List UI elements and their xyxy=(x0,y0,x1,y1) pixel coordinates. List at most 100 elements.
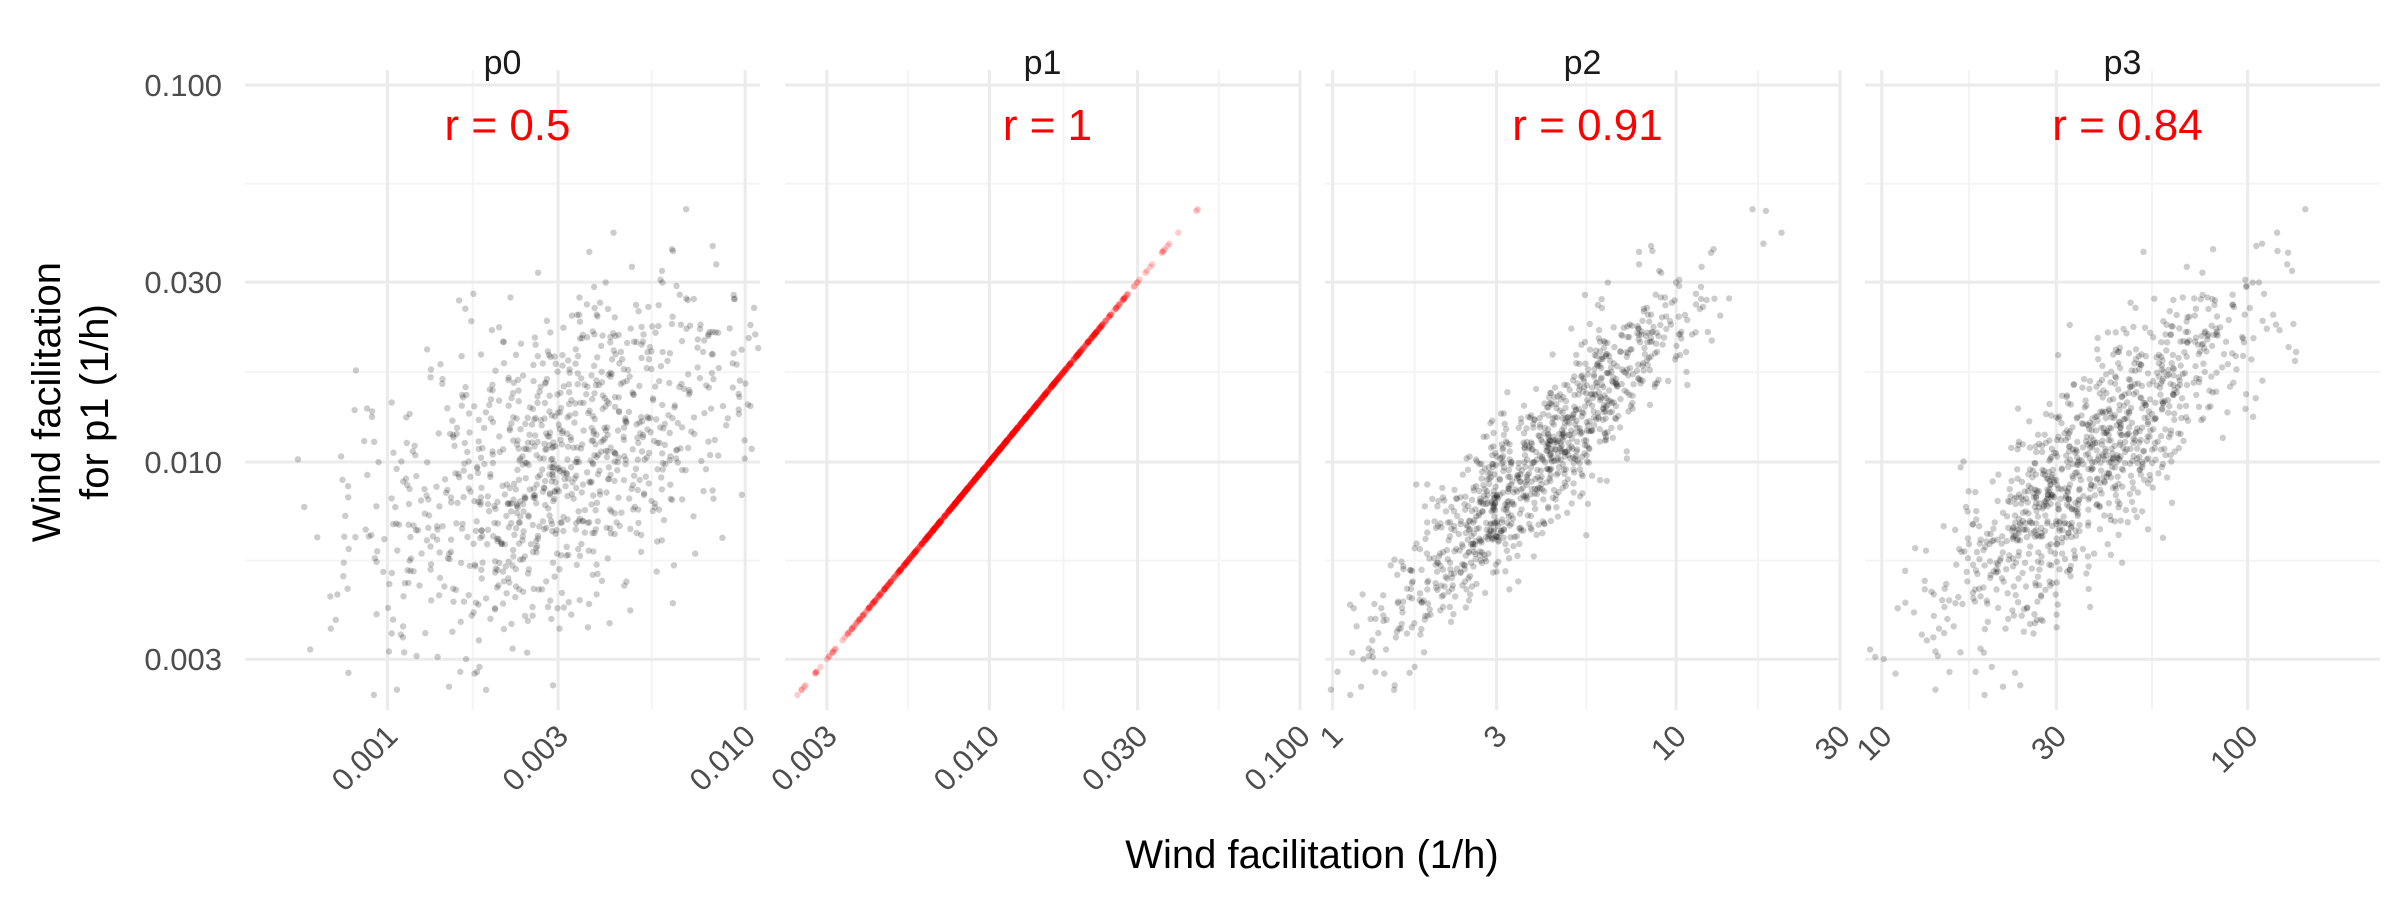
data-point xyxy=(1572,453,1580,460)
data-point xyxy=(547,353,554,360)
data-point xyxy=(371,438,378,445)
data-point xyxy=(529,603,536,611)
data-point xyxy=(2195,350,2203,358)
data-point xyxy=(530,491,538,499)
data-point xyxy=(540,484,547,491)
data-point xyxy=(651,500,659,507)
data-point xyxy=(998,444,1005,451)
data-point xyxy=(1568,325,1575,332)
data-point xyxy=(2006,552,2013,559)
data-point xyxy=(971,476,979,483)
data-point xyxy=(1584,458,1591,465)
data-point xyxy=(1590,408,1597,415)
data-point xyxy=(1093,328,1100,335)
data-point xyxy=(548,478,555,485)
data-point xyxy=(1002,438,1010,446)
data-point xyxy=(1027,409,1034,416)
data-point xyxy=(918,540,925,548)
data-point xyxy=(1409,578,1416,585)
data-point xyxy=(1403,630,1411,637)
data-point xyxy=(672,447,680,454)
data-point xyxy=(368,532,375,539)
data-point xyxy=(1644,311,1652,318)
data-point xyxy=(594,313,601,320)
data-point xyxy=(1041,391,1049,398)
data-point xyxy=(556,625,563,632)
data-point xyxy=(1062,365,1070,373)
data-point xyxy=(1444,519,1452,526)
data-point xyxy=(465,458,472,465)
data-point xyxy=(1490,494,1498,502)
data-point xyxy=(994,448,1002,455)
data-point xyxy=(2097,467,2105,474)
data-point xyxy=(1447,618,1455,625)
data-point xyxy=(1008,432,1015,439)
data-point xyxy=(2195,403,2203,410)
data-point xyxy=(1093,328,1101,335)
data-point xyxy=(1032,402,1040,409)
data-point xyxy=(2012,500,2019,508)
data-point xyxy=(534,473,542,481)
data-point xyxy=(2167,331,2174,338)
data-point xyxy=(579,481,587,488)
data-point xyxy=(1591,351,1599,359)
data-point xyxy=(2030,630,2037,637)
data-point xyxy=(1051,379,1059,386)
data-point xyxy=(881,586,888,593)
data-point xyxy=(1041,392,1048,399)
data-point xyxy=(477,499,484,506)
data-point xyxy=(1451,486,1458,494)
data-point xyxy=(633,421,640,428)
data-point xyxy=(1075,350,1083,357)
data-point xyxy=(890,575,897,582)
data-point xyxy=(416,582,423,589)
data-point xyxy=(523,459,530,467)
data-point xyxy=(669,313,676,320)
data-point xyxy=(506,500,513,508)
data-point xyxy=(454,499,461,506)
data-point xyxy=(583,469,591,476)
data-point xyxy=(638,448,646,455)
data-point xyxy=(1570,480,1577,487)
data-point xyxy=(906,556,913,563)
data-point xyxy=(953,498,960,506)
data-point xyxy=(2074,438,2081,446)
data-point xyxy=(1440,548,1447,556)
data-point xyxy=(542,380,549,387)
data-point xyxy=(1012,427,1019,434)
data-point xyxy=(528,421,536,428)
data-point xyxy=(603,489,610,496)
data-point xyxy=(585,547,592,554)
data-point xyxy=(589,529,596,537)
data-point xyxy=(536,388,543,395)
data-point xyxy=(913,547,920,554)
data-point xyxy=(410,568,417,575)
data-point xyxy=(2095,356,2102,363)
data-point xyxy=(492,569,499,576)
data-point xyxy=(2026,418,2033,425)
data-point xyxy=(510,379,517,386)
data-point xyxy=(539,518,547,525)
data-point xyxy=(2158,406,2165,413)
data-point xyxy=(1465,517,1473,524)
data-point xyxy=(1030,405,1037,412)
data-point xyxy=(2242,391,2250,398)
data-point xyxy=(606,620,613,627)
data-point xyxy=(439,375,446,383)
data-point xyxy=(2049,522,2056,530)
data-point xyxy=(2134,445,2141,452)
data-point xyxy=(2107,437,2114,444)
data-point xyxy=(479,444,486,452)
data-point xyxy=(521,495,529,502)
data-point xyxy=(964,485,971,493)
data-point xyxy=(1602,415,1609,422)
data-point xyxy=(921,537,928,544)
data-point xyxy=(601,395,608,402)
data-point xyxy=(2046,437,2053,444)
data-point xyxy=(864,606,872,613)
data-point xyxy=(498,540,506,547)
data-point xyxy=(2184,417,2192,424)
data-point xyxy=(1527,414,1534,421)
data-point xyxy=(979,467,986,474)
data-point xyxy=(2075,486,2083,494)
